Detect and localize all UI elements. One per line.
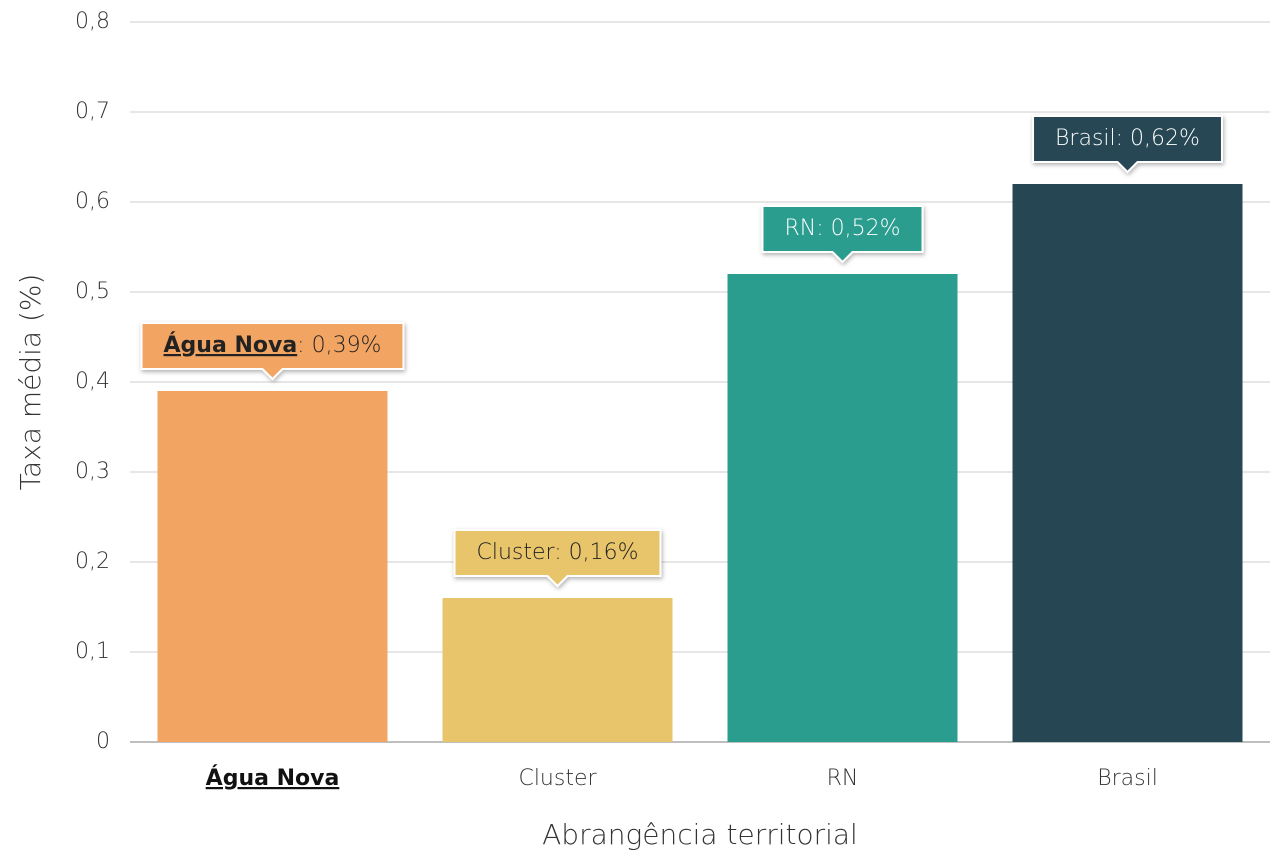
y-tick-label: 0,4 — [75, 369, 110, 394]
x-tick-label: Cluster — [518, 766, 597, 791]
tooltip-box — [761, 205, 924, 264]
bar — [1012, 184, 1243, 742]
y-tick-label: 0,3 — [75, 459, 110, 484]
y-tick-label: 0 — [96, 729, 110, 754]
y-tick-label: 0,2 — [75, 549, 110, 574]
data-label: Cluster: 0,16% — [477, 540, 639, 565]
y-tick-label: 0,1 — [75, 639, 110, 664]
tooltip-box — [1032, 115, 1223, 174]
x-tick-label: Água Nova — [206, 765, 340, 791]
x-axis-title: Abrangência territorial — [542, 818, 858, 851]
data-label: Água Nova: 0,39% — [164, 332, 382, 358]
value-tooltip: Água Nova: 0,39% — [140, 322, 405, 381]
bar — [727, 274, 958, 742]
data-label: Brasil: 0,62% — [1055, 126, 1200, 151]
tooltip-box — [140, 322, 405, 381]
y-tick-label: 0,5 — [75, 279, 110, 304]
x-tick-label: Brasil — [1097, 766, 1158, 791]
bar — [442, 598, 673, 742]
bar — [157, 391, 388, 742]
value-tooltip: Brasil: 0,62% — [1032, 115, 1223, 174]
y-tick-label: 0,6 — [75, 189, 110, 214]
x-tick-label: RN — [827, 766, 859, 791]
y-axis-title: Taxa média (%) — [14, 274, 47, 491]
y-tick-label: 0,8 — [75, 9, 110, 34]
y-tick-label: 0,7 — [75, 99, 110, 124]
tooltip-box — [453, 529, 662, 588]
value-tooltip: Cluster: 0,16% — [453, 529, 662, 588]
data-label: RN: 0,52% — [784, 216, 900, 241]
value-tooltip: RN: 0,52% — [761, 205, 924, 264]
